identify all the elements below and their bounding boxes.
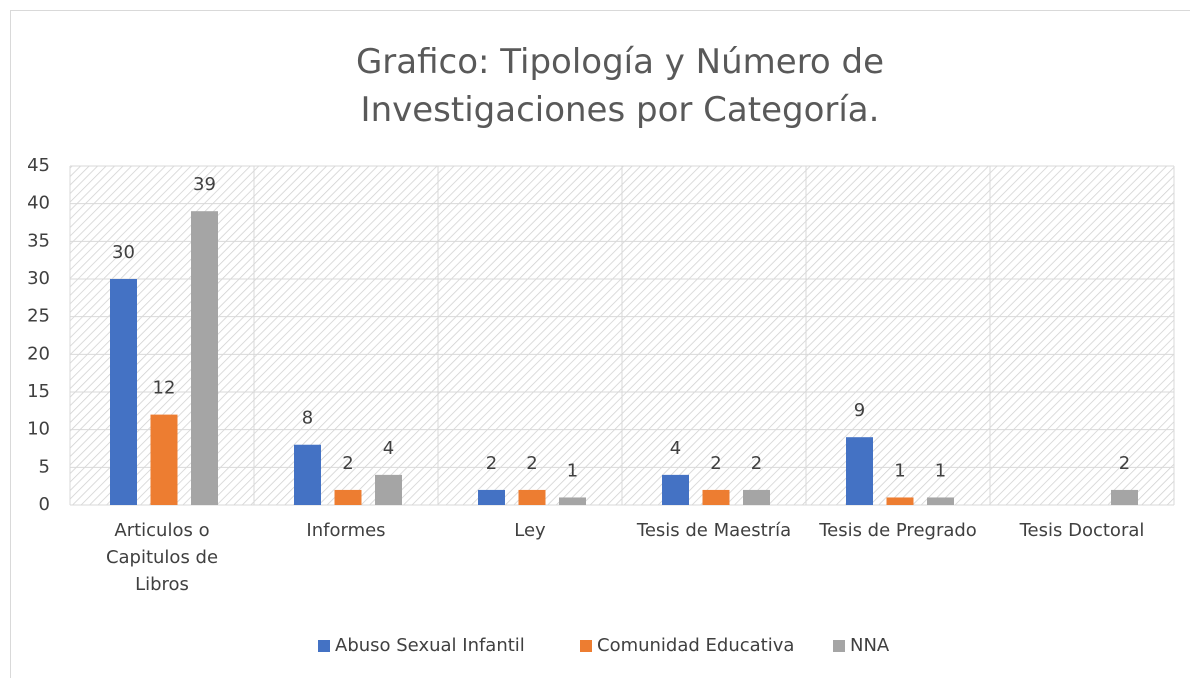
data-label: 39 xyxy=(193,174,216,195)
data-label: 2 xyxy=(1119,453,1130,474)
bar xyxy=(559,497,586,505)
bar xyxy=(743,489,770,505)
y-tick-label: 5 xyxy=(39,456,50,477)
bar xyxy=(702,489,730,505)
bar xyxy=(150,414,178,505)
y-tick-label: 0 xyxy=(39,494,50,515)
bar xyxy=(662,474,689,505)
data-label: 2 xyxy=(342,453,353,474)
data-label: 9 xyxy=(854,400,865,421)
y-tick-label: 10 xyxy=(27,419,50,440)
legend-label: Abuso Sexual Infantil xyxy=(335,635,525,656)
data-label: 4 xyxy=(670,438,681,459)
data-label: 12 xyxy=(153,378,176,399)
legend-swatch xyxy=(318,640,330,652)
data-label: 2 xyxy=(486,453,497,474)
bar xyxy=(294,444,321,505)
x-label-box: Tesis de Pregrado xyxy=(819,520,977,541)
legend-swatch xyxy=(580,640,592,652)
bar xyxy=(191,211,218,505)
x-tick-label: Articulos o Capitulos de Libros xyxy=(105,520,219,595)
data-label: 2 xyxy=(751,453,762,474)
y-tick-label: 15 xyxy=(27,381,50,402)
y-tick-label: 25 xyxy=(27,306,50,327)
bar xyxy=(927,497,954,505)
bar xyxy=(846,437,873,505)
legend-swatch xyxy=(833,640,845,652)
y-tick-label: 40 xyxy=(27,193,50,214)
x-tick-label: Informes xyxy=(306,520,386,541)
y-tick-label: 30 xyxy=(27,268,50,289)
bar xyxy=(110,279,137,505)
y-tick-label: 35 xyxy=(27,230,50,251)
x-tick-label: Ley xyxy=(514,520,546,541)
chart-title: Grafico: Tipología y Número de Investiga… xyxy=(355,42,885,130)
data-label: 2 xyxy=(710,453,721,474)
y-tick-label: 45 xyxy=(27,155,50,176)
y-tick-label: 20 xyxy=(27,343,50,364)
x-label-box: Ley xyxy=(514,520,546,541)
x-tick-label: Tesis de Pregrado xyxy=(819,520,977,541)
bar xyxy=(886,497,914,505)
data-label: 30 xyxy=(112,242,135,263)
x-label-box: Articulos o Capitulos de Libros xyxy=(105,520,219,595)
bar xyxy=(518,489,546,505)
bar xyxy=(334,489,362,505)
x-label-box: Informes xyxy=(306,520,386,541)
x-label-box: Tesis de Maestría xyxy=(636,520,792,541)
data-label: 1 xyxy=(935,460,946,481)
x-tick-label: Tesis de Maestría xyxy=(636,520,792,541)
x-label-box: Tesis Doctoral xyxy=(1019,520,1145,541)
data-label: 1 xyxy=(894,460,905,481)
legend-label: NNA xyxy=(850,635,890,656)
title-box: Grafico: Tipología y Número de Investiga… xyxy=(355,42,885,130)
data-label: 1 xyxy=(567,460,578,481)
data-label: 8 xyxy=(302,408,313,429)
data-label: 2 xyxy=(526,453,537,474)
bar xyxy=(375,474,402,505)
legend-label: Comunidad Educativa xyxy=(597,635,794,656)
bar xyxy=(1111,489,1138,505)
data-label: 4 xyxy=(383,438,394,459)
bar xyxy=(478,489,505,505)
x-tick-label: Tesis Doctoral xyxy=(1019,520,1145,541)
